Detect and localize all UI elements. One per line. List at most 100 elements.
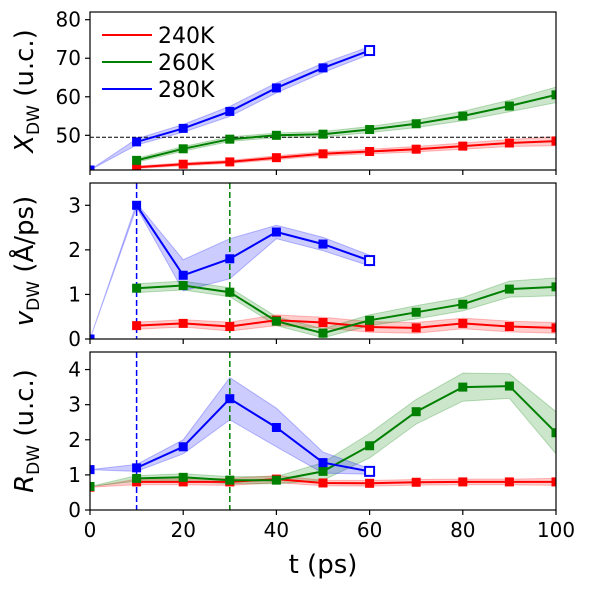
legend-label: 280K [158, 78, 215, 103]
data-point-260K [458, 299, 468, 309]
data-point-240K [551, 323, 556, 333]
data-point-260K [411, 307, 421, 317]
series-line-280K [136, 397, 370, 473]
y-tick-label: 2 [68, 428, 81, 452]
plot-area [90, 45, 556, 170]
data-point-240K [318, 149, 328, 159]
data-point-260K [90, 481, 95, 491]
x-tick-label: 20 [170, 518, 195, 542]
data-point-260K [271, 475, 281, 485]
data-point-240K [132, 321, 142, 331]
data-point-260K [178, 472, 188, 482]
data-point-260K [365, 441, 375, 451]
legend-label: 240K [158, 24, 215, 49]
series-line-260K [136, 284, 556, 335]
x-tick-label: 40 [264, 518, 289, 542]
data-point-240K [411, 144, 421, 154]
series-line-240K [136, 319, 556, 329]
data-point-240K [178, 318, 188, 328]
data-point-280K [318, 458, 328, 468]
axes-frame [89, 351, 557, 511]
y-tick-label: 1 [68, 463, 81, 487]
legend-label: 260K [158, 51, 215, 76]
data-point-240K [365, 478, 375, 488]
data-point-240K [551, 136, 556, 146]
data-point-260K [458, 111, 468, 121]
data-point-240K [411, 477, 421, 487]
data-point-280K [178, 123, 188, 133]
data-point-240K [318, 318, 328, 328]
data-point-260K [504, 284, 514, 294]
data-point-280K [318, 239, 328, 249]
y-tick-label: 50 [56, 123, 81, 147]
y-tick-label: 60 [56, 85, 81, 109]
data-point-280K [271, 83, 281, 93]
data-point-240K [271, 153, 281, 163]
band-260K [90, 372, 556, 487]
x-tick-label: 0 [84, 518, 97, 542]
x-tick-label: 100 [537, 518, 575, 542]
y-tick-label: 0 [68, 327, 81, 351]
data-point-260K [318, 466, 328, 476]
y-tick-label: 3 [68, 193, 81, 217]
axes-frame [89, 11, 557, 171]
data-point-280K [225, 394, 235, 404]
series-line-260K [136, 385, 556, 482]
data-point-280K [364, 465, 376, 477]
data-point-280K [90, 334, 95, 339]
y-axis-label: RDW (u.c.) [10, 369, 44, 493]
data-point-280K [271, 422, 281, 432]
plot-area [90, 183, 556, 339]
data-point-260K [365, 315, 375, 325]
data-point-280K [90, 465, 95, 475]
plot-area [90, 352, 556, 510]
axes-frame [89, 182, 557, 340]
y-tick-label: 2 [68, 238, 81, 262]
data-point-240K [504, 477, 514, 487]
y-axis-label: XDW (u.c.) [10, 29, 44, 155]
data-point-260K [551, 428, 556, 438]
series-line-280K [135, 204, 370, 277]
data-point-260K [365, 125, 375, 135]
data-point-280K [364, 255, 376, 267]
data-point-280K [225, 254, 235, 264]
data-point-260K [132, 473, 142, 483]
data-point-260K [504, 381, 514, 391]
data-point-260K [504, 101, 514, 111]
data-point-260K [132, 155, 142, 165]
data-point-260K [551, 90, 556, 100]
data-point-240K [551, 477, 556, 487]
x-tick-label: 60 [357, 518, 382, 542]
data-point-260K [271, 130, 281, 140]
data-point-280K [132, 463, 142, 473]
data-point-240K [504, 322, 514, 332]
y-tick-label: 0 [68, 498, 81, 522]
data-point-260K [318, 129, 328, 139]
data-point-240K [225, 322, 235, 332]
y-axis-label: vDW (Å/ps) [8, 196, 44, 326]
data-point-280K [364, 45, 376, 57]
data-point-280K [318, 63, 328, 73]
panel-2: 0 1 2 3 vDW (Å/ps) [8, 182, 557, 351]
data-point-240K [411, 323, 421, 333]
data-point-260K [318, 328, 328, 338]
data-point-260K [411, 119, 421, 129]
data-point-280K [90, 165, 95, 170]
data-point-260K [411, 407, 421, 417]
data-point-280K [178, 270, 188, 280]
series-line-260K [136, 93, 556, 162]
data-point-260K [225, 134, 235, 144]
series-line-240K [136, 140, 556, 169]
data-point-280K [132, 137, 142, 147]
y-tick-label: 80 [56, 8, 81, 32]
y-tick-label: 4 [68, 358, 81, 382]
data-point-260K [551, 282, 556, 292]
data-point-240K [458, 477, 468, 487]
data-point-240K [458, 318, 468, 328]
data-point-260K [225, 475, 235, 485]
y-tick-label: 3 [68, 393, 81, 417]
data-point-240K [178, 159, 188, 169]
data-point-240K [225, 157, 235, 167]
